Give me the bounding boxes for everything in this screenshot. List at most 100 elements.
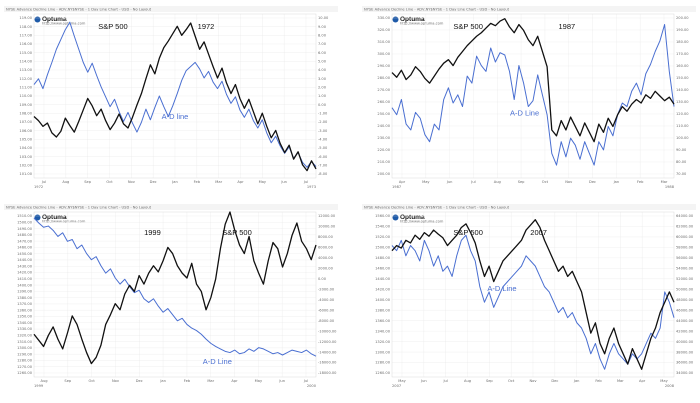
x-axis-tick-label: Feb <box>194 180 201 184</box>
x-axis-tick-label: Jul <box>41 180 46 184</box>
left-axis-tick-label: 117.00 <box>19 34 32 38</box>
right-axis-tick-label: 0.00 <box>318 103 327 107</box>
left-axis-tick-label: 1400.00 <box>375 298 391 302</box>
left-axis-tick-label: 105.00 <box>19 138 32 142</box>
left-axis-tick-label: 1460.00 <box>17 246 33 250</box>
optuma-logo-icon <box>392 16 399 23</box>
right-axis-tick-label: 170.00 <box>676 52 689 56</box>
sp500-label: S&P 500 <box>98 22 127 31</box>
right-axis-tick-label: 7.00 <box>318 42 327 46</box>
right-axis-tick-label: 12000.00 <box>318 214 336 218</box>
left-axis-tick-label: 290.00 <box>377 64 390 68</box>
x-axis-tick-label: Mar <box>215 180 222 184</box>
right-axis-tick-label: 80.00 <box>676 160 687 164</box>
left-axis-tick-label: 1380.00 <box>17 296 33 300</box>
left-axis-tick-label: 1460.00 <box>375 267 391 271</box>
left-axis-tick-label: 1430.00 <box>17 264 33 268</box>
right-axis-tick-label: 180.00 <box>676 40 689 44</box>
right-axis-tick-label: 100.00 <box>676 136 689 140</box>
ad-line-series <box>391 24 675 166</box>
left-axis-tick-label: 1500.00 <box>375 246 391 250</box>
right-axis-tick-label: 60000.00 <box>676 235 694 239</box>
optuma-logo-icon <box>34 16 41 23</box>
left-axis-tick-label: 1300.00 <box>17 346 33 350</box>
right-axis-tick-label: -2.00 <box>318 120 328 124</box>
right-axis-tick-label: 52000.00 <box>676 277 694 281</box>
right-axis-tick-label: -8000.00 <box>318 319 335 323</box>
right-axis-tick-label: 10.00 <box>318 16 329 20</box>
left-axis-tick-label: 270.00 <box>377 88 390 92</box>
x-axis-tick-label: Dec <box>136 379 143 383</box>
left-axis-tick-label: 1440.00 <box>375 277 391 281</box>
right-axis-tick-label: 50000.00 <box>676 287 694 291</box>
left-axis-tick-label: 200.00 <box>377 172 390 176</box>
x-axis-tick-label: Apr <box>639 379 646 383</box>
x-axis-tick-label: Dec <box>150 180 157 184</box>
x-axis-tick-label: Mar <box>617 379 624 383</box>
x-axis-tick-label: Jun <box>420 379 427 383</box>
sp500-line-series <box>33 22 317 172</box>
year-label: 1999 <box>144 228 161 237</box>
left-axis-tick-label: 1340.00 <box>17 321 33 325</box>
x-axis-year-right: 2008 <box>665 384 675 388</box>
optuma-logo-url: http://www.optuma.com <box>400 22 444 26</box>
left-axis-tick-label: 1420.00 <box>375 287 391 291</box>
x-axis-year-left: 1999 <box>34 384 44 388</box>
chart-panel-1987: NYSE Advance Decline Line - ADV,NY$NYSE … <box>362 6 696 191</box>
chart-header-text: NYSE Advance Decline Line - ADV,NY$NYSE … <box>6 7 152 11</box>
x-axis-tick-label: Nov <box>529 379 537 383</box>
right-axis-tick-label: 36000.00 <box>676 361 694 365</box>
chart-panel-1972: NYSE Advance Decline Line - ADV,NY$NYSE … <box>4 6 338 191</box>
right-axis-tick-label: -3.00 <box>318 129 328 133</box>
x-axis-tick-label: Jun <box>278 379 285 383</box>
x-axis-tick-label: May <box>259 180 267 184</box>
plot-area <box>33 211 317 378</box>
left-axis-tick-label: 240.00 <box>377 124 390 128</box>
left-axis-tick-label: 310.00 <box>377 40 390 44</box>
left-axis-tick-label: 280.00 <box>377 76 390 80</box>
chart-header-bar <box>362 6 696 12</box>
right-axis-tick-label: 90.00 <box>676 148 687 152</box>
right-axis-tick-label: 9.00 <box>318 25 327 29</box>
right-axis-tick-label: 150.00 <box>676 76 689 80</box>
optuma-logo-url: http://www.optuma.com <box>400 220 444 224</box>
x-axis-tick-label: Dec <box>589 180 596 184</box>
left-axis-tick-label: 1300.00 <box>375 350 391 354</box>
left-axis-tick-label: 1320.00 <box>17 334 33 338</box>
left-axis-tick-label: 111.00 <box>19 86 32 90</box>
x-axis-tick-label: Nov <box>112 379 120 383</box>
ad-line-label: A-D Line <box>487 284 516 293</box>
x-axis-tick-label: Oct <box>106 180 113 184</box>
sp500-label: S&P 500 <box>453 228 482 237</box>
chart-svg: NYSE Advance Decline Line - ADV,NY$NYSE … <box>362 204 696 388</box>
chart-panel-2007: NYSE Advance Decline Line - ADV,NY$NYSE … <box>362 204 696 390</box>
left-axis-tick-label: 1490.00 <box>17 227 33 231</box>
left-axis-tick-label: 101.00 <box>19 172 32 176</box>
right-axis-tick-label: -10000.00 <box>318 329 337 333</box>
optuma-logo-text: Optuma <box>42 214 67 221</box>
optuma-logo-text: Optuma <box>400 214 425 221</box>
left-axis-tick-label: 1480.00 <box>375 256 391 260</box>
left-axis-tick-label: 109.00 <box>19 103 32 107</box>
x-axis-year-right: 2000 <box>307 384 317 388</box>
left-axis-tick-label: 220.00 <box>377 148 390 152</box>
x-axis-tick-label: Mar <box>661 180 668 184</box>
right-axis-tick-label: 2.00 <box>318 86 327 90</box>
x-axis-tick-label: Oct <box>508 379 515 383</box>
left-axis-tick-label: 1360.00 <box>17 308 33 312</box>
right-axis-tick-label: -14000.00 <box>318 350 337 354</box>
right-axis-tick-label: 54000.00 <box>676 267 694 271</box>
x-axis-tick-label: Jun <box>446 180 453 184</box>
left-axis-tick-label: 230.00 <box>377 136 390 140</box>
left-axis-tick-label: 1350.00 <box>17 315 33 319</box>
right-axis-tick-label: 38000.00 <box>676 350 694 354</box>
right-axis-tick-label: 1.00 <box>318 94 327 98</box>
right-axis-tick-label: 120.00 <box>676 112 689 116</box>
right-axis-tick-label: 58000.00 <box>676 246 694 250</box>
x-axis-tick-label: Aug <box>464 379 471 383</box>
x-axis-tick-label: Apr <box>237 180 244 184</box>
chart-header-text: NYSE Advance Decline Line - ADV,NY$NYSE … <box>364 7 510 11</box>
x-axis-tick-label: Aug <box>62 180 69 184</box>
right-axis-tick-label: -5.00 <box>318 146 328 150</box>
left-axis-tick-label: 1340.00 <box>375 329 391 333</box>
